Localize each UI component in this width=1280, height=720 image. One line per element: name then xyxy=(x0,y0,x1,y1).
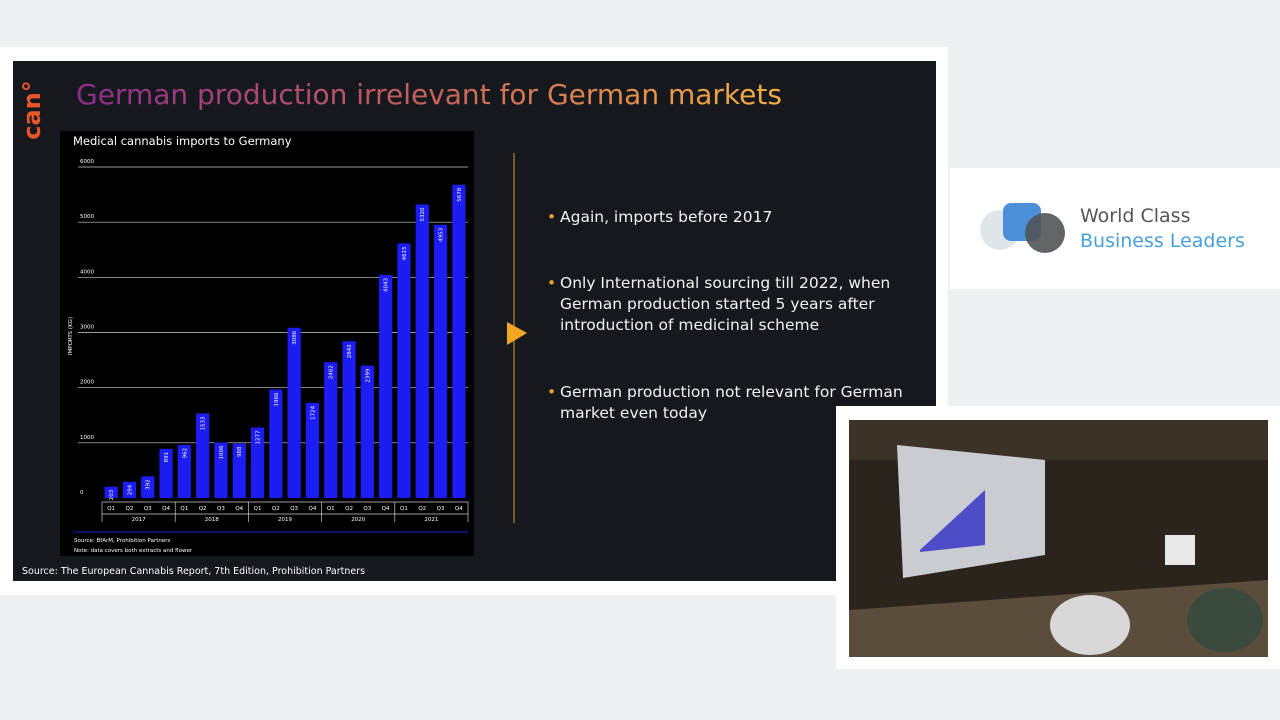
x-tick-label: Q2 xyxy=(126,506,134,512)
slide-footer: Source: The European Cannabis Report, 7t… xyxy=(22,566,365,577)
data-label: 2842 xyxy=(347,344,353,358)
year-label: 2019 xyxy=(278,517,292,523)
x-tick-label: Q1 xyxy=(107,506,115,512)
arrow xyxy=(507,322,527,345)
bar xyxy=(232,443,246,498)
logo: can° xyxy=(18,80,46,140)
data-label: 988 xyxy=(237,446,243,457)
chart-source: Source: BfArM, Prohibition Partners xyxy=(74,538,170,544)
x-tick-label: Q3 xyxy=(437,506,445,512)
year-label: 2018 xyxy=(205,517,219,523)
plot: 0 1000 2000 3000 4000 5000 6000 203 Q1 294 Q2 392 Q3… xyxy=(74,159,469,533)
y-tick-label: 6000 xyxy=(80,159,94,165)
x-tick-label: Q1 xyxy=(327,506,335,512)
x-tick-label: Q4 xyxy=(235,506,243,512)
year-label: 2021 xyxy=(424,517,438,523)
x-tick-label: Q4 xyxy=(162,506,170,512)
x-tick-label: Q3 xyxy=(290,506,298,512)
x-tick-label: Q4 xyxy=(309,506,317,512)
x-tick-label: Q1 xyxy=(400,506,408,512)
video-table xyxy=(1165,535,1195,565)
x-tick-label: Q3 xyxy=(144,506,152,512)
x-tick-label: Q2 xyxy=(418,506,426,512)
bar xyxy=(141,476,155,498)
bar xyxy=(122,481,137,498)
x-tick-label: Q4 xyxy=(382,506,390,512)
y-axis-label: IMPORTS (KG) xyxy=(68,317,74,355)
slide-title: German production irrelevant for German … xyxy=(76,78,782,111)
data-label: 4615 xyxy=(402,246,408,260)
bullet: German production not relevant for Germa… xyxy=(547,382,905,424)
brand-line2: Business Leaders xyxy=(1080,230,1245,252)
data-label: 203 xyxy=(109,489,115,500)
brand-icon xyxy=(1025,213,1065,253)
bar xyxy=(452,184,466,498)
x-tick-label: Q3 xyxy=(363,506,371,512)
y-tick-label: 3000 xyxy=(80,325,94,331)
data-label: 4043 xyxy=(384,277,390,291)
data-label: 1966 xyxy=(274,392,280,406)
bar xyxy=(159,448,173,498)
x-tick-label: Q1 xyxy=(254,506,262,512)
brand-line1: World Class xyxy=(1080,205,1190,227)
data-label: 2399 xyxy=(365,368,371,382)
chart-title: Medical cannabis imports to Germany xyxy=(73,134,292,148)
data-label: 2462 xyxy=(329,365,335,379)
bar xyxy=(360,365,374,498)
x-tick-label: Q2 xyxy=(199,506,207,512)
year-label: 2020 xyxy=(351,517,365,523)
bar xyxy=(324,362,338,498)
bar xyxy=(104,486,118,498)
x-tick-label: Q2 xyxy=(272,506,280,512)
bar xyxy=(177,444,191,498)
data-label: 1533 xyxy=(201,416,207,430)
bar xyxy=(196,413,210,498)
chart-note: Note: data covers both extracts and flow… xyxy=(74,548,193,554)
year-label: 2017 xyxy=(132,517,146,523)
bar xyxy=(379,274,393,498)
bar xyxy=(342,341,356,498)
video-person xyxy=(1187,588,1263,652)
x-tick-label: Q1 xyxy=(180,506,188,512)
y-tick-label: 5000 xyxy=(80,214,94,220)
bar xyxy=(433,224,448,498)
y-tick-label: 2000 xyxy=(80,380,94,386)
data-label: 3086 xyxy=(292,330,298,344)
bar xyxy=(305,402,320,498)
data-label: 962 xyxy=(182,448,188,459)
bar xyxy=(269,389,283,498)
video-screen-chart xyxy=(920,490,985,552)
bar xyxy=(250,427,265,498)
data-label: 392 xyxy=(146,479,152,490)
y-tick-label: 4000 xyxy=(80,269,94,275)
data-label: 1006 xyxy=(219,445,225,459)
bar xyxy=(397,243,411,498)
data-label: 4953 xyxy=(439,227,445,241)
y-tick-label: 1000 xyxy=(80,435,94,441)
data-label: 5320 xyxy=(420,207,426,221)
bar xyxy=(214,442,228,498)
x-tick-label: Q4 xyxy=(455,506,463,512)
data-label: 891 xyxy=(164,452,170,463)
bullet: Only International sourcing till 2022, w… xyxy=(547,273,905,336)
bar xyxy=(287,327,301,498)
data-label: 1277 xyxy=(256,430,262,444)
bullet: Again, imports before 2017 xyxy=(547,207,905,228)
video-person xyxy=(1050,595,1130,655)
data-label: 5678 xyxy=(457,187,463,201)
y-tick-label: 0 xyxy=(80,490,84,496)
data-label: 294 xyxy=(127,484,133,495)
x-tick-label: Q2 xyxy=(345,506,353,512)
data-label: 1724 xyxy=(310,405,316,419)
bar xyxy=(415,204,429,498)
chart-panel xyxy=(60,131,474,556)
x-tick-label: Q3 xyxy=(217,506,225,512)
